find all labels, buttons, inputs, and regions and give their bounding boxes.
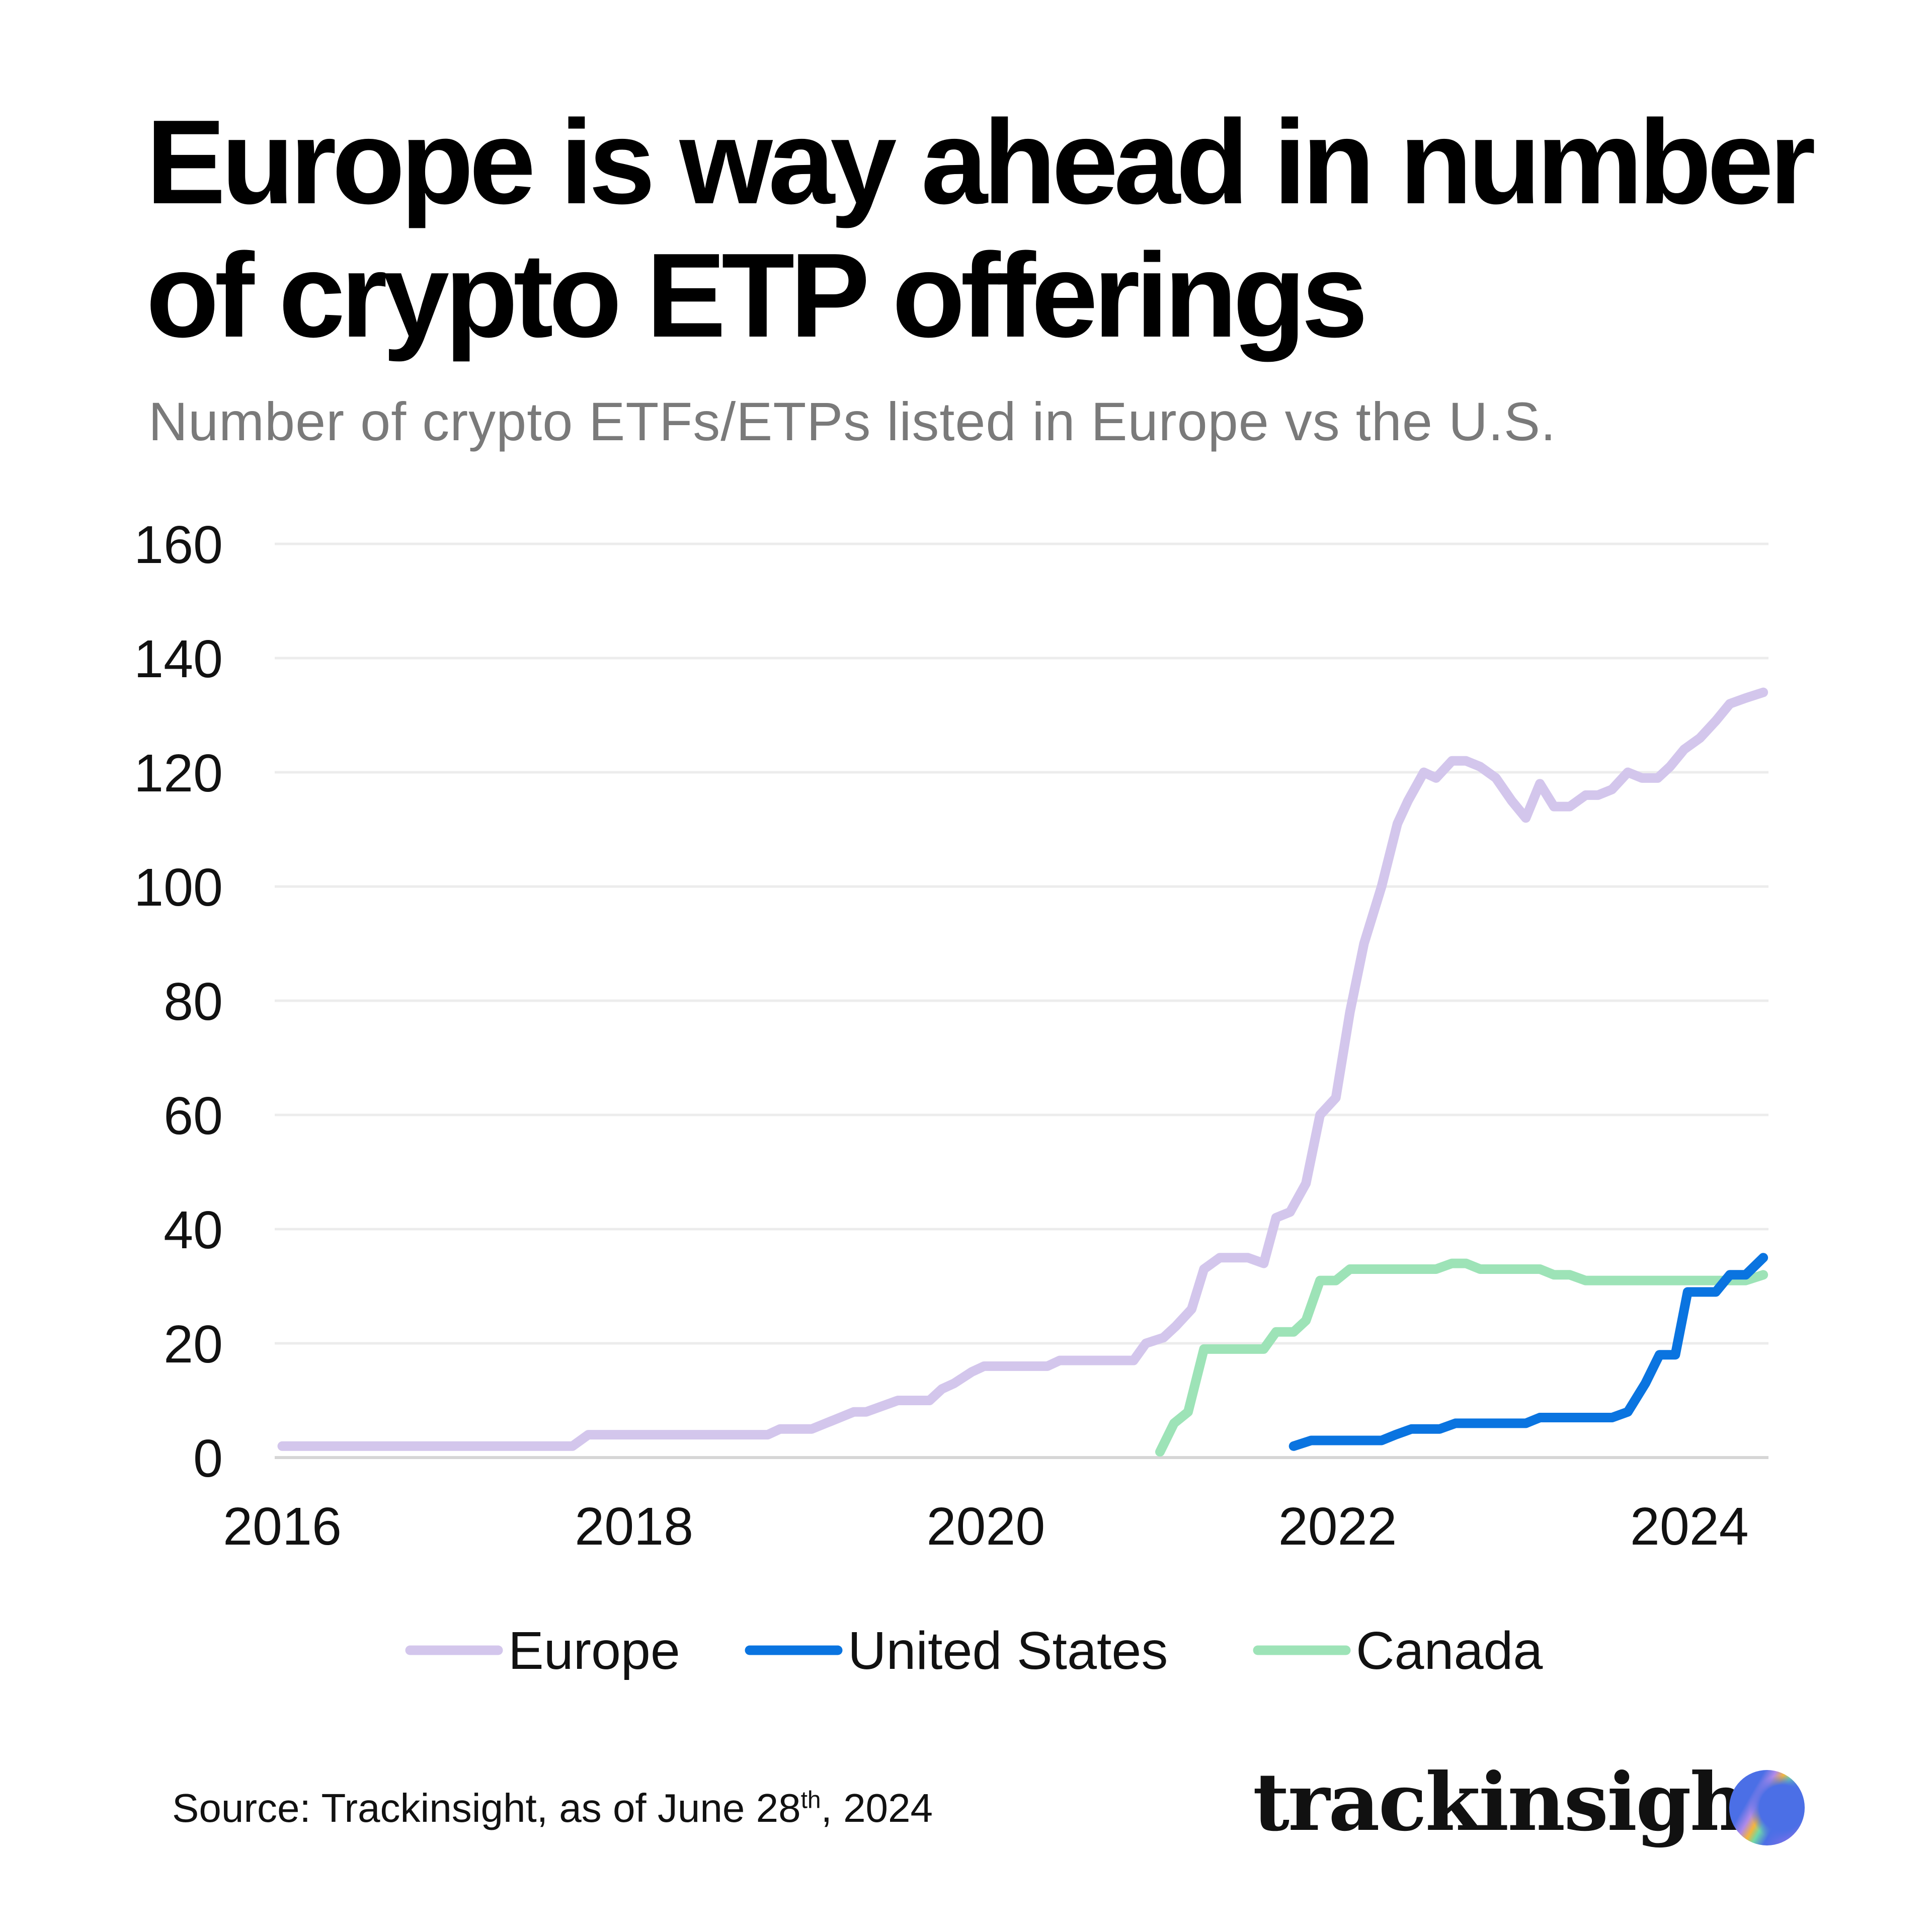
- source-tail: , 2024: [821, 1786, 933, 1830]
- x-tick-label: 2022: [1278, 1497, 1397, 1556]
- y-tick-label: 20: [164, 1315, 223, 1374]
- x-tick-label: 2020: [926, 1497, 1045, 1556]
- y-tick-label: 120: [134, 744, 223, 803]
- y-tick-label: 60: [164, 1086, 223, 1146]
- legend-label: Europe: [508, 1621, 680, 1680]
- source-sup: th: [800, 1787, 821, 1814]
- y-tick-label: 100: [134, 858, 223, 917]
- x-tick-label: 2016: [223, 1497, 342, 1556]
- source-note: Source: Trackinsight, as of June 28th, 2…: [172, 1785, 933, 1831]
- series-line-europe: [277, 687, 1768, 1451]
- series-line-united-states: [1289, 1253, 1768, 1451]
- y-tick-label: 160: [134, 515, 223, 575]
- chart-title: Europe is way ahead in number of crypto …: [146, 96, 1816, 362]
- trackinsight-logo: trackinsight: [1253, 1756, 1783, 1849]
- y-tick-label: 80: [164, 972, 223, 1031]
- legend-label: United States: [848, 1621, 1168, 1680]
- y-tick-label: 140: [134, 629, 223, 689]
- x-tick-label: 2018: [575, 1497, 693, 1556]
- trackinsight-orb-icon: [1729, 1770, 1805, 1845]
- legend-label: Canada: [1356, 1621, 1543, 1680]
- series-line-canada: [1155, 1258, 1768, 1457]
- source-text: Source: Trackinsight, as of June 28: [172, 1786, 801, 1830]
- x-tick-label: 2024: [1630, 1497, 1749, 1556]
- y-tick-label: 40: [164, 1200, 223, 1260]
- chart-subtitle: Number of crypto ETFs/ETPs listed in Eur…: [148, 391, 1556, 452]
- y-tick-label: 0: [193, 1429, 223, 1488]
